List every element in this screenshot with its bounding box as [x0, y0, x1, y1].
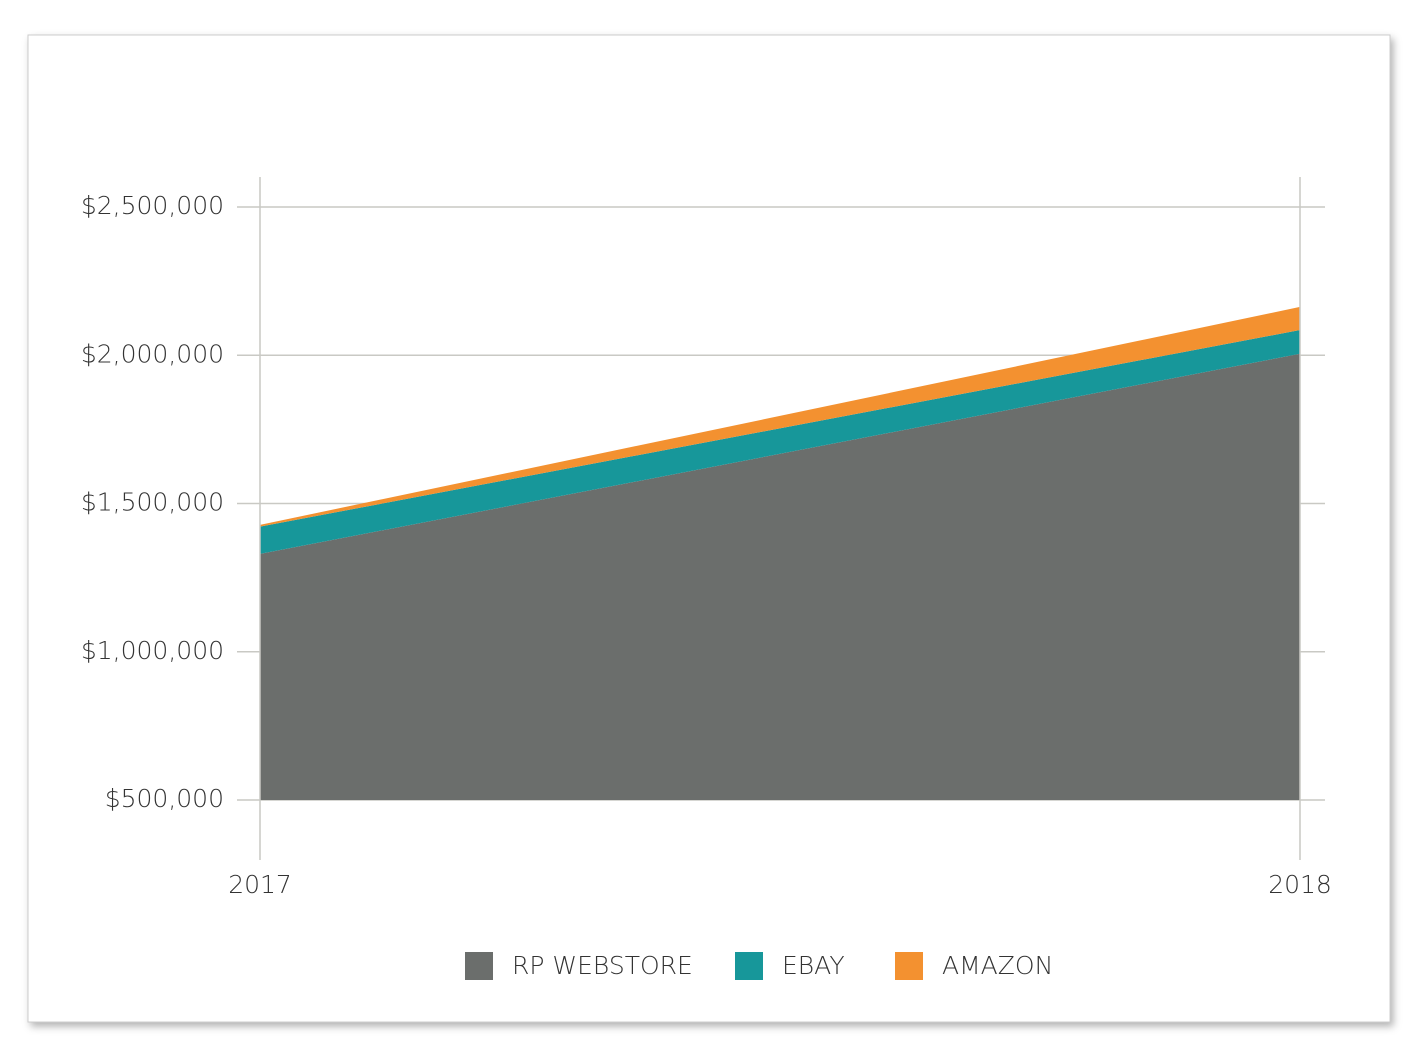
y-tick-label: $2,000,000	[81, 339, 224, 368]
area	[260, 353, 1300, 800]
legend-label: EBAY	[782, 951, 845, 980]
legend-label: RP WEBSTORE	[512, 951, 693, 980]
x-tick-label: 2018	[1268, 870, 1332, 899]
legend-label: AMAZON	[942, 951, 1053, 980]
legend-swatch	[735, 952, 763, 980]
y-tick-label: $500,000	[105, 784, 224, 813]
x-tick-label: 2017	[228, 870, 292, 899]
area	[260, 330, 1300, 554]
legend-swatch	[895, 952, 923, 980]
legend-swatch	[465, 952, 493, 980]
y-tick-label: $2,500,000	[81, 191, 224, 220]
y-tick-label: $1,000,000	[81, 636, 224, 665]
y-tick-label: $1,500,000	[81, 488, 224, 517]
area	[260, 306, 1300, 527]
